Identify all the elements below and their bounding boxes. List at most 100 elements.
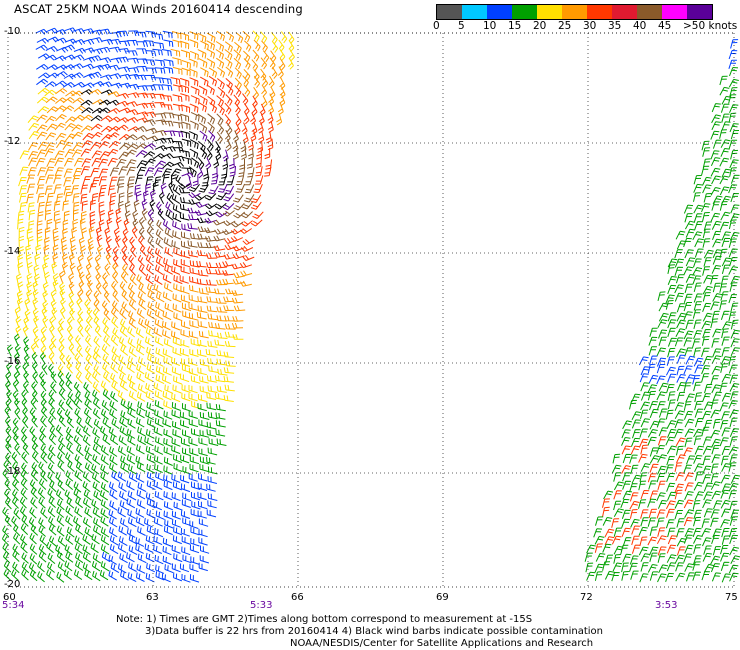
wind-barb (31, 352, 38, 365)
wind-barb (40, 326, 47, 339)
wind-barb (657, 500, 668, 509)
lon-label-63: 63 (146, 592, 159, 603)
wind-barb (28, 157, 38, 167)
wind-barb (675, 445, 684, 456)
wind-barb (30, 487, 38, 499)
wind-barb (189, 233, 201, 240)
wind-barb (137, 426, 146, 437)
wind-barb (62, 44, 75, 51)
wind-barb (145, 183, 151, 195)
wind-barb (44, 81, 57, 88)
wind-barb (87, 279, 93, 293)
wind-barb (155, 571, 165, 581)
wind-barb (632, 429, 641, 439)
wind-barb (100, 544, 110, 555)
wind-barb (144, 318, 153, 330)
wind-barb (198, 562, 208, 572)
wind-barb (207, 313, 218, 321)
wind-barb (223, 351, 235, 358)
wind-barb (711, 355, 722, 364)
wind-barb (207, 139, 214, 151)
wind-barb (216, 306, 228, 313)
wind-barb (162, 291, 172, 302)
wind-barb (647, 564, 658, 573)
wind-barb (729, 167, 737, 177)
wind-barb (720, 291, 729, 301)
wind-barb (264, 147, 271, 160)
wind-barb (135, 544, 144, 554)
wind-barb (85, 316, 93, 329)
wind-barb (154, 59, 166, 67)
wind-barb (51, 261, 58, 275)
wind-barb (40, 398, 48, 411)
wind-barb (657, 291, 666, 302)
wind-barb (229, 158, 235, 170)
wind-barb (711, 365, 722, 375)
wind-barb (128, 381, 138, 392)
wind-barb (43, 254, 50, 267)
wind-barb (729, 428, 740, 437)
wind-barb (161, 49, 172, 57)
wind-barb (48, 516, 56, 528)
wind-barb (728, 462, 737, 472)
wind-barb (721, 573, 731, 583)
wind-barb (262, 50, 270, 63)
wind-barb (53, 174, 62, 184)
wind-barb (56, 515, 65, 527)
wind-barb (683, 517, 693, 527)
wind-barb (665, 500, 676, 510)
wind-barb (730, 149, 739, 160)
wind-barb (683, 237, 692, 248)
wind-barb (694, 400, 703, 411)
wind-barb (80, 184, 88, 195)
wind-barb (729, 436, 738, 446)
wind-barb (137, 383, 147, 394)
wind-barb (188, 410, 198, 419)
wind-barb (658, 564, 668, 574)
wind-barb (235, 113, 242, 126)
wind-barb (117, 563, 127, 574)
wind-barb (122, 263, 129, 276)
wind-barb (702, 302, 712, 312)
wind-barb (119, 325, 128, 338)
wind-barb (103, 335, 111, 347)
wind-barb (164, 282, 173, 293)
wind-barb (729, 123, 739, 133)
wind-barb (135, 417, 145, 428)
wind-barb (667, 284, 677, 295)
wind-barb (62, 81, 75, 88)
wind-barb (62, 96, 75, 104)
wind-barb (685, 274, 696, 283)
wind-barb (207, 95, 216, 107)
wind-barb (127, 435, 136, 446)
wind-barb (12, 426, 19, 439)
wind-barb (730, 130, 740, 140)
wind-barb (145, 254, 154, 266)
wind-barb (92, 507, 101, 519)
wind-barb (71, 175, 81, 185)
wind-barb (721, 528, 730, 538)
wind-barb (5, 426, 12, 439)
wind-barb (206, 40, 215, 51)
wind-barb (87, 237, 94, 250)
wind-barb (703, 274, 713, 284)
wind-barb (12, 550, 20, 562)
wind-barb (147, 353, 156, 364)
wind-barb (198, 528, 208, 538)
wind-barb (165, 209, 174, 221)
wind-barb (50, 289, 57, 302)
wind-barb (692, 500, 701, 510)
wind-barb (82, 544, 91, 556)
wind-barb (72, 97, 85, 104)
wind-barb (74, 506, 83, 518)
wind-barb (23, 336, 30, 349)
wind-barb (73, 488, 82, 500)
wind-barb (214, 202, 227, 210)
wind-barb (126, 445, 136, 456)
colorbar-tick: 40 (633, 20, 647, 32)
wind-barb (57, 460, 65, 472)
wind-barb (154, 390, 164, 401)
wind-barb (208, 321, 219, 329)
wind-barb (145, 382, 154, 393)
wind-barb (54, 80, 67, 87)
